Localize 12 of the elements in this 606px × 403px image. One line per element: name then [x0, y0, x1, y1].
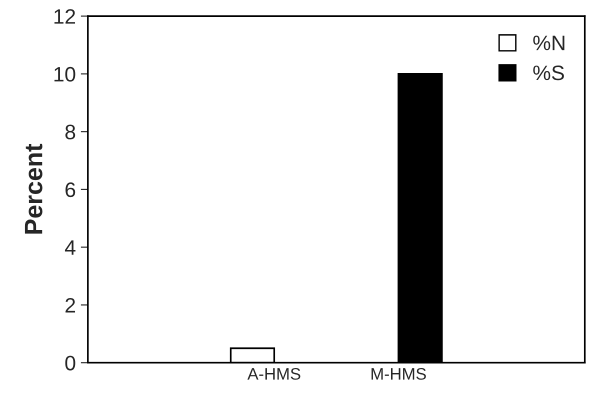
y-tick-label: 8: [65, 124, 76, 140]
y-tick-label: 10: [54, 66, 76, 82]
y-tick-label: 12: [54, 9, 76, 24]
y-axis-title: Percent: [24, 144, 42, 234]
y-tick-label: 2: [66, 298, 76, 312]
legend-label: %N: [533, 36, 564, 50]
x-tick-label: A-HMS: [247, 368, 300, 380]
y-tick-label: 4: [64, 240, 76, 255]
y-tick-label: 0: [65, 356, 76, 370]
y-tick-label: 6: [66, 182, 76, 198]
x-tick-label: M-HMS: [372, 368, 426, 380]
legend-label: %S: [533, 65, 564, 80]
